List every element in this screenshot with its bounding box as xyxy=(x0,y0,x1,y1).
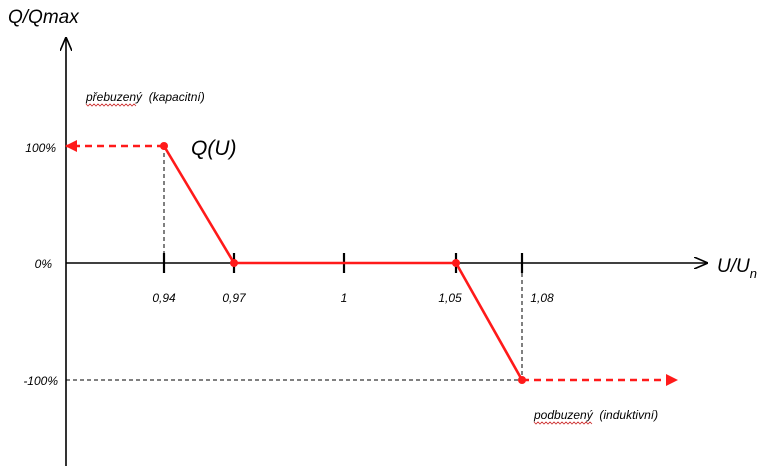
y-tick-label-minus-100: -100% xyxy=(23,374,58,388)
curve-label: Q(U) xyxy=(191,137,237,160)
y-axis-title: Q/Qmax xyxy=(8,7,80,28)
x-axis-title: U/Un xyxy=(717,256,757,281)
spellcheck-underline-upper xyxy=(85,103,137,107)
spellcheck-underline-lower xyxy=(533,421,593,425)
y-tick-label-100: 100% xyxy=(25,141,56,155)
lower-region-label: podbuzený (induktivní) xyxy=(533,408,658,422)
x-tick-label-0: 0,94 xyxy=(152,291,176,305)
x-axis-title-subscript: n xyxy=(750,266,757,281)
x-tick-label-1: 0,97 xyxy=(222,291,247,305)
x-axis-title-main: U/U xyxy=(717,256,750,277)
x-tick-label-2: 1 xyxy=(341,291,348,305)
plot-layer: 0,94 0,97 1 1,05 1,08 xyxy=(65,140,678,386)
data-point-1 xyxy=(230,259,238,267)
data-point-0 xyxy=(160,142,168,150)
x-tick-label-4: 1,08 xyxy=(530,291,554,305)
series-line xyxy=(162,145,524,381)
data-point-3 xyxy=(452,259,460,267)
data-point-4 xyxy=(518,376,526,384)
y-tick-label-0: 0% xyxy=(35,257,53,271)
x-tick-label-3: 1,05 xyxy=(438,291,462,305)
upper-region-label: přebuzený (kapacitní) xyxy=(85,90,205,104)
